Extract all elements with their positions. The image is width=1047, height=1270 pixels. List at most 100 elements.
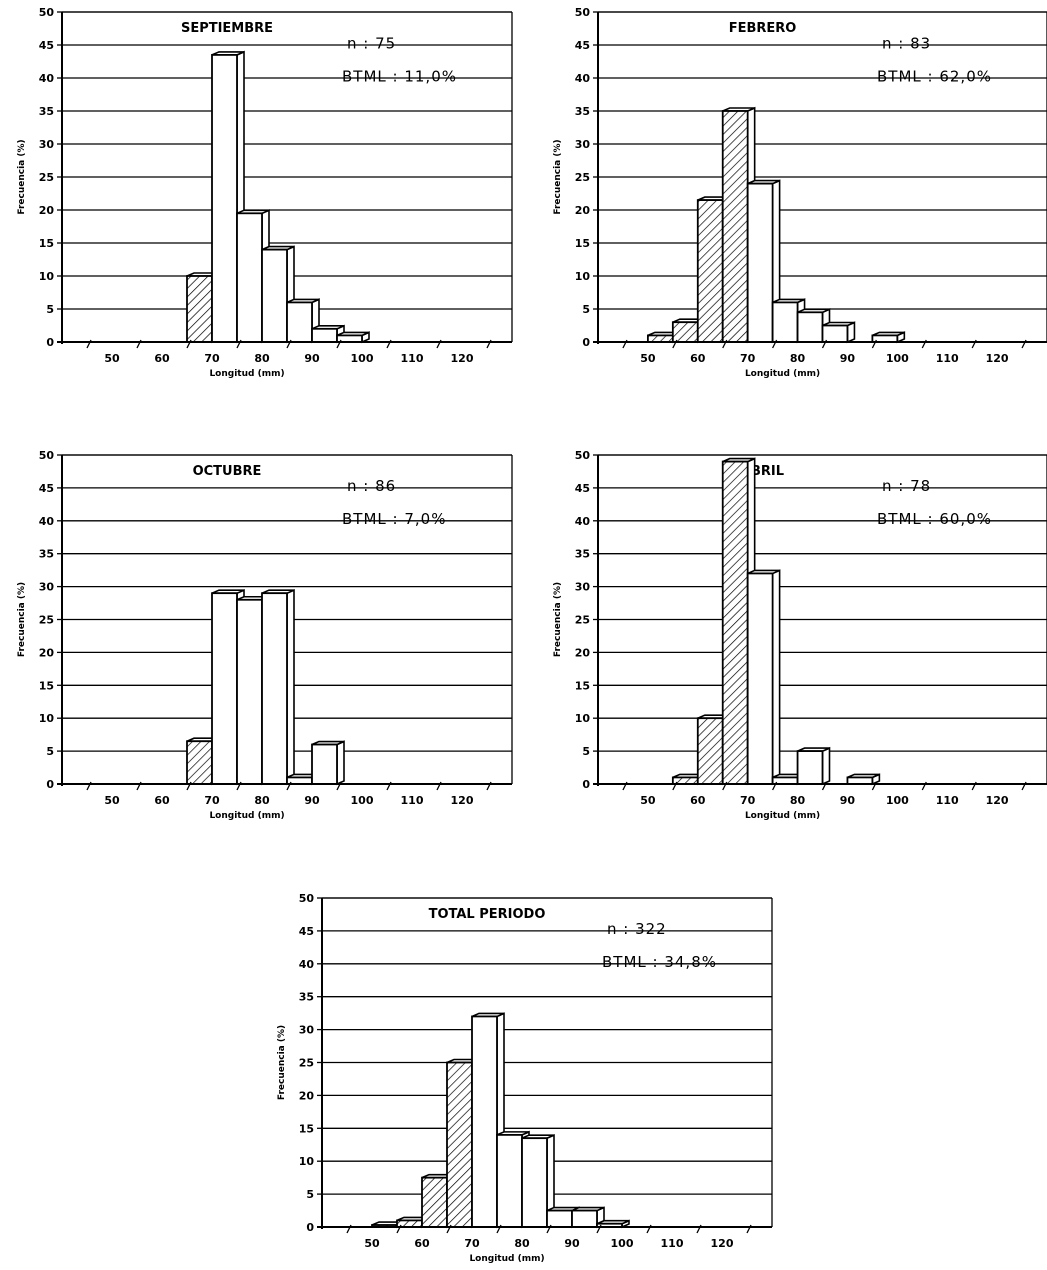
- x-tick-mark: [236, 781, 242, 791]
- chart-octubre: 0 5 10 15 20 25 30 35 40 45 50 OCTUBRE n : 86 BTML : …: [17, 449, 513, 821]
- y-tick-label: 0: [46, 778, 54, 791]
- x-tick-label: 60: [414, 1237, 430, 1250]
- x-tick-label: 70: [204, 352, 220, 365]
- y-tick-label: 0: [582, 336, 590, 349]
- bar: [311, 740, 345, 786]
- y-tick-label: 20: [575, 204, 591, 217]
- bar-front: [471, 1015, 498, 1228]
- y-axis-title: Frecuencia (%): [17, 139, 27, 214]
- y-tick-label: 30: [39, 581, 55, 594]
- y-axis-title: Frecuencia (%): [17, 582, 27, 657]
- bar: [596, 1219, 630, 1229]
- y-tick-label: 0: [46, 336, 54, 349]
- x-tick-label: 120: [711, 1237, 734, 1250]
- y-tick-label: 25: [575, 171, 590, 184]
- bar-side: [286, 588, 295, 786]
- x-tick-mark: [186, 339, 192, 349]
- x-tick-mark: [486, 781, 492, 791]
- x-tick-mark: [1021, 781, 1027, 791]
- x-tick-mark: [286, 781, 292, 791]
- x-tick-mark: [722, 781, 728, 791]
- x-tick-mark: [722, 339, 728, 349]
- bar-front: [421, 1176, 448, 1228]
- bar-front: [671, 321, 699, 343]
- y-tick-label: 20: [39, 646, 55, 659]
- x-tick-label: 110: [661, 1237, 684, 1250]
- y-tick-label: 45: [575, 39, 590, 52]
- y-tick-label: 10: [299, 1155, 315, 1168]
- bar-front: [796, 311, 824, 343]
- x-tick-mark: [596, 1224, 602, 1234]
- y-axis-title: Frecuencia (%): [277, 1025, 287, 1100]
- x-tick-label: 120: [986, 352, 1009, 365]
- x-tick-label: 60: [690, 352, 706, 365]
- bar-front: [186, 740, 213, 785]
- bar-front: [286, 301, 313, 343]
- y-tick-label: 20: [575, 646, 591, 659]
- bar-front: [186, 275, 213, 343]
- x-tick-mark: [346, 1224, 352, 1234]
- btml-label: BTML : 34,8%: [602, 953, 717, 971]
- sample-size-label: n : 322: [607, 920, 667, 938]
- x-tick-mark: [86, 781, 92, 791]
- x-tick-label: 50: [640, 352, 656, 365]
- x-tick-mark: [236, 339, 242, 349]
- x-tick-label: 100: [351, 794, 374, 807]
- y-tick-label: 40: [575, 72, 591, 85]
- x-tick-mark: [772, 781, 778, 791]
- x-tick-label: 100: [886, 794, 909, 807]
- x-tick-mark: [136, 781, 142, 791]
- x-tick-label: 50: [104, 352, 120, 365]
- x-tick-mark: [1021, 339, 1027, 349]
- y-tick-label: 5: [46, 303, 54, 316]
- x-tick-mark: [821, 339, 828, 349]
- bar-side: [771, 569, 781, 786]
- x-tick-mark: [486, 339, 492, 349]
- x-tick-label: 80: [254, 352, 270, 365]
- bar: [746, 569, 781, 786]
- y-tick-label: 50: [575, 6, 591, 19]
- y-tick-label: 0: [306, 1221, 314, 1234]
- bar-side: [336, 740, 345, 786]
- bar: [871, 331, 906, 344]
- bar-front: [261, 592, 288, 785]
- x-tick-label: 90: [564, 1237, 580, 1250]
- x-tick-mark: [386, 339, 392, 349]
- bar-front: [546, 1209, 573, 1228]
- y-tick-label: 15: [575, 237, 590, 250]
- x-axis-title: Longitud (mm): [209, 811, 284, 821]
- bar-front: [261, 248, 288, 343]
- x-tick-label: 120: [451, 352, 474, 365]
- x-tick-label: 60: [690, 794, 706, 807]
- x-tick-label: 80: [514, 1237, 530, 1250]
- y-tick-label: 35: [39, 548, 54, 561]
- bar-side: [821, 746, 831, 786]
- chart-febrero: 0 5 10 15 20 25 30 35 40 45 50 FEBRERO n : 83 BTML : …: [553, 6, 1047, 379]
- x-tick-mark: [436, 339, 442, 349]
- y-tick-label: 5: [582, 745, 590, 758]
- y-tick-label: 35: [299, 991, 314, 1004]
- x-tick-label: 90: [304, 794, 320, 807]
- x-tick-label: 100: [886, 352, 909, 365]
- y-tick-label: 50: [575, 449, 591, 462]
- x-tick-label: 70: [204, 794, 220, 807]
- y-tick-label: 40: [299, 958, 315, 971]
- bar-front: [796, 750, 824, 785]
- bar-front: [311, 743, 338, 785]
- y-tick-label: 25: [39, 171, 54, 184]
- x-tick-mark: [672, 339, 678, 349]
- btml-label: BTML : 62,0%: [877, 67, 992, 85]
- y-tick-label: 0: [582, 778, 590, 791]
- x-tick-mark: [286, 339, 292, 349]
- bar-front: [236, 212, 263, 343]
- y-tick-label: 35: [575, 105, 590, 118]
- x-tick-label: 100: [611, 1237, 634, 1250]
- y-tick-label: 20: [39, 204, 55, 217]
- bar: [236, 209, 270, 344]
- x-tick-mark: [696, 1224, 702, 1234]
- bar-front: [211, 592, 238, 785]
- x-axis-title: Longitud (mm): [469, 1254, 544, 1264]
- y-tick-label: 35: [575, 548, 590, 561]
- x-tick-label: 110: [401, 794, 424, 807]
- bar-front: [696, 717, 724, 785]
